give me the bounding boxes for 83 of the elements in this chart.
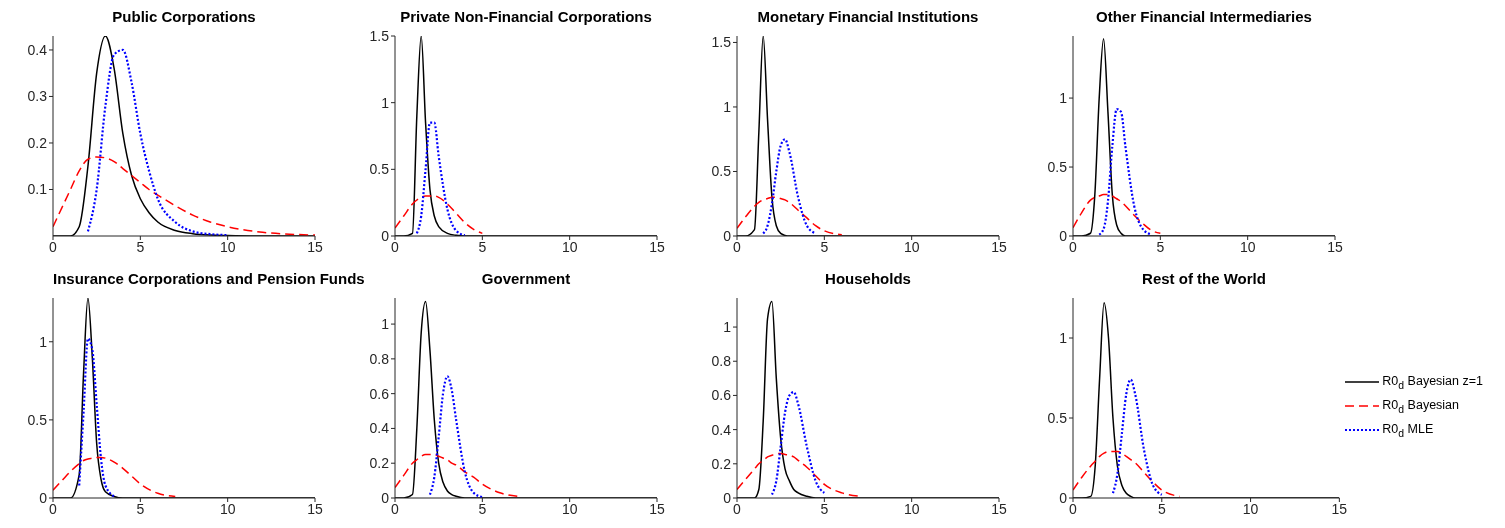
chart-title: Private Non-Financial Corporations <box>399 8 653 27</box>
y-tick-label: 0 <box>1059 227 1068 244</box>
legend-label: R0$_{d}$ Bayesian z=1 <box>1382 373 1483 391</box>
x-tick-label: 15 <box>991 500 1007 517</box>
line-series <box>395 453 519 498</box>
y-tick-label: 1.5 <box>711 34 732 51</box>
chart-title: Households <box>824 270 912 289</box>
y-tick-label: 0.5 <box>1047 409 1068 426</box>
y-tick-label: 1 <box>381 94 390 111</box>
y-tick-label: 1 <box>1059 90 1068 107</box>
x-tick-label: 5 <box>1157 500 1166 517</box>
y-tick-label: 1 <box>39 333 48 350</box>
x-tick-label: 5 <box>478 500 487 517</box>
chart-title: Rest of the World <box>1141 270 1267 289</box>
chart-title: Government <box>481 270 571 287</box>
line-series <box>428 375 484 498</box>
y-tick-label: 1 <box>723 98 732 115</box>
x-tick-label: 10 <box>561 500 578 517</box>
x-tick-label: 10 <box>1239 238 1256 255</box>
line-series <box>737 196 843 236</box>
chart-title: Insurance Corporations and Pension Funds <box>52 270 365 289</box>
line-series <box>1073 193 1162 234</box>
y-tick-label: 0.2 <box>711 455 732 472</box>
y-tick-label: 0 <box>39 489 48 506</box>
x-tick-label: 5 <box>820 500 829 517</box>
x-tick-label: 5 <box>820 238 829 255</box>
y-tick-label: 0.6 <box>711 387 732 404</box>
line-series <box>1098 108 1153 236</box>
x-tick-label: 15 <box>649 500 665 517</box>
y-tick-label: 0 <box>381 489 390 506</box>
y-tick-label: 0.5 <box>369 161 390 178</box>
y-tick-label: 0.5 <box>27 411 48 428</box>
line-series <box>737 452 861 498</box>
chart-title: Other Financial Intermediaries <box>1095 8 1313 27</box>
y-tick-label: 0 <box>723 489 732 506</box>
y-tick-label: 0.8 <box>711 353 732 370</box>
x-tick-label: 5 <box>136 500 145 517</box>
x-tick-label: 5 <box>1156 238 1165 255</box>
x-tick-label: 10 <box>1242 500 1259 517</box>
y-tick-label: 1.5 <box>369 27 390 44</box>
line-series <box>78 337 116 498</box>
chart-title: Monetary Financial Institutions <box>756 8 980 27</box>
x-tick-label: 15 <box>307 500 323 517</box>
y-tick-label: 0.6 <box>369 385 390 402</box>
y-tick-label: 1 <box>1059 329 1068 346</box>
x-tick-label: 10 <box>219 500 236 517</box>
y-tick-label: 0.3 <box>27 88 48 105</box>
x-tick-label: 10 <box>903 500 920 517</box>
y-tick-label: 0.2 <box>27 134 48 151</box>
line-series <box>53 456 177 498</box>
line-series <box>395 195 484 235</box>
y-tick-label: 1 <box>381 316 390 333</box>
y-tick-label: 1 <box>723 319 732 336</box>
y-tick-label: 0.5 <box>1047 159 1068 175</box>
y-tick-label: 0 <box>381 227 390 244</box>
x-tick-label: 15 <box>1331 500 1348 517</box>
y-tick-label: 0.5 <box>711 163 732 180</box>
chart-title: Public Corporations <box>111 8 257 27</box>
x-tick-label: 15 <box>307 238 323 255</box>
y-tick-label: 0 <box>1059 489 1068 506</box>
line-series <box>762 138 817 235</box>
x-tick-label: 10 <box>903 238 920 255</box>
y-tick-label: 0 <box>723 227 732 244</box>
line-series <box>415 121 466 236</box>
legend-label: R0$_{d}$ Bayesian <box>1382 397 1460 415</box>
y-tick-label: 0.4 <box>711 421 732 438</box>
y-tick-label: 0.1 <box>27 181 48 198</box>
x-tick-label: 15 <box>1327 238 1343 255</box>
x-tick-label: 5 <box>478 238 487 255</box>
y-tick-label: 0.4 <box>369 420 390 437</box>
line-series <box>86 48 229 236</box>
x-tick-label: 15 <box>649 238 665 255</box>
x-tick-label: 5 <box>136 238 145 255</box>
x-tick-label: 10 <box>219 238 236 255</box>
x-tick-label: 10 <box>561 238 578 255</box>
y-tick-label: 0.2 <box>369 455 390 472</box>
line-series <box>1073 450 1181 498</box>
line-series <box>1111 378 1163 496</box>
line-series <box>770 390 826 496</box>
y-tick-label: 0.4 <box>27 41 48 58</box>
y-tick-label: 0.8 <box>369 350 390 367</box>
x-tick-label: 15 <box>991 238 1007 255</box>
legend-label: R0$_{d}$ MLE <box>1382 421 1434 439</box>
